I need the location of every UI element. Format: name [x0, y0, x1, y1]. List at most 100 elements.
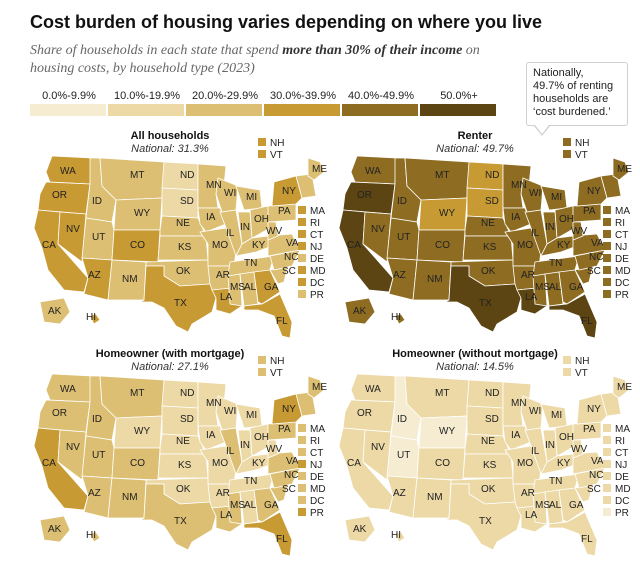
side-swatch — [603, 448, 611, 456]
state-label: NY — [282, 186, 296, 197]
state-label: WA — [365, 166, 381, 177]
state-label: CA — [347, 240, 361, 251]
state-label: IA — [511, 212, 521, 223]
state-label: WV — [266, 226, 282, 237]
side-swatch — [603, 230, 611, 238]
state-label: WV — [266, 444, 282, 455]
state-label: NY — [587, 186, 601, 197]
side-label: CT — [310, 230, 323, 241]
state-label: KY — [252, 240, 266, 251]
panel-national-value: National: 27.1% — [131, 361, 209, 373]
side-swatch — [298, 448, 306, 456]
state-label: MI — [246, 192, 257, 203]
state-label: KY — [557, 240, 571, 251]
state-label: WY — [134, 208, 150, 219]
state-label: MO — [517, 240, 533, 251]
state-shape-ak — [344, 297, 376, 325]
side-label: PR — [615, 290, 629, 301]
state-label: OH — [559, 432, 574, 443]
side-label: VT — [270, 368, 283, 379]
side-swatch — [258, 138, 266, 146]
state-label: ID — [397, 414, 407, 425]
state-label: UT — [397, 232, 410, 243]
state-label: OK — [176, 484, 191, 495]
state-label: KY — [557, 458, 571, 469]
state-shape-az — [81, 257, 113, 301]
side-label: VT — [270, 150, 283, 161]
state-label: AL — [244, 282, 257, 293]
legend-item: 0.0%-9.9% — [30, 89, 108, 119]
state-label: ID — [92, 196, 102, 207]
state-label: AZ — [88, 270, 101, 281]
side-swatch — [603, 218, 611, 226]
state-label: GA — [569, 282, 584, 293]
state-label: ME — [617, 382, 632, 393]
state-label: PA — [583, 206, 596, 217]
side-swatch — [298, 230, 306, 238]
state-label: OR — [357, 190, 372, 201]
state-label: GA — [264, 500, 279, 511]
state-label: NE — [481, 436, 495, 447]
state-label: CO — [435, 458, 450, 469]
side-swatch — [563, 150, 571, 158]
state-label: IN — [240, 222, 250, 233]
state-shape-me — [612, 375, 630, 399]
state-label: KS — [483, 242, 497, 253]
state-label: ME — [617, 164, 632, 175]
state-shape-az — [386, 475, 418, 519]
state-label: MT — [130, 388, 144, 399]
legend-swatch — [342, 104, 418, 116]
side-swatch — [603, 460, 611, 468]
state-label: WA — [60, 166, 76, 177]
side-label: DC — [615, 496, 629, 507]
state-label: IN — [545, 440, 555, 451]
side-swatch — [603, 496, 611, 504]
state-shape-ny — [271, 393, 303, 425]
national-renter-callout: Nationally, 49.7% of renting households … — [526, 62, 628, 126]
state-label: NE — [481, 218, 495, 229]
state-label: ND — [485, 170, 499, 181]
state-label: PA — [583, 424, 596, 435]
state-label: OH — [559, 214, 574, 225]
side-swatch — [603, 508, 611, 516]
side-swatch — [258, 356, 266, 364]
state-label: AZ — [88, 488, 101, 499]
state-label: WY — [439, 208, 455, 219]
panel-national-value: National: 31.3% — [131, 143, 209, 155]
state-label: VA — [286, 456, 299, 467]
state-shape-me — [307, 157, 325, 181]
state-label: ID — [397, 196, 407, 207]
state-label: NE — [176, 218, 190, 229]
state-label: NM — [427, 492, 443, 503]
side-swatch — [563, 138, 571, 146]
state-label: LA — [220, 510, 233, 521]
state-shape-ak — [39, 297, 71, 325]
side-swatch — [298, 206, 306, 214]
state-label: WI — [529, 188, 541, 199]
side-swatch — [603, 436, 611, 444]
side-label: MD — [615, 266, 631, 277]
panel-national-value: National: 14.5% — [436, 361, 514, 373]
state-label: AL — [244, 500, 257, 511]
legend-label: 50.0%+ — [440, 90, 478, 102]
state-shape-tx — [444, 483, 522, 551]
state-label: ND — [180, 388, 194, 399]
state-shape-tx — [139, 483, 217, 551]
state-label: VA — [591, 456, 604, 467]
state-label: FL — [276, 534, 288, 545]
legend-swatch — [186, 104, 262, 116]
side-swatch — [258, 150, 266, 158]
state-label: AR — [216, 488, 230, 499]
state-label: WI — [224, 406, 236, 417]
state-label: MO — [517, 458, 533, 469]
state-label: HI — [391, 312, 401, 323]
state-shape-ga — [558, 269, 586, 305]
state-label: MN — [206, 398, 222, 409]
state-shape-oh — [554, 423, 576, 457]
state-label: TN — [549, 258, 562, 269]
state-shape-hi — [394, 313, 406, 325]
side-swatch — [603, 266, 611, 274]
state-shape-al — [239, 489, 259, 525]
legend-label: 0.0%-9.9% — [42, 90, 96, 102]
state-label: WV — [571, 226, 587, 237]
